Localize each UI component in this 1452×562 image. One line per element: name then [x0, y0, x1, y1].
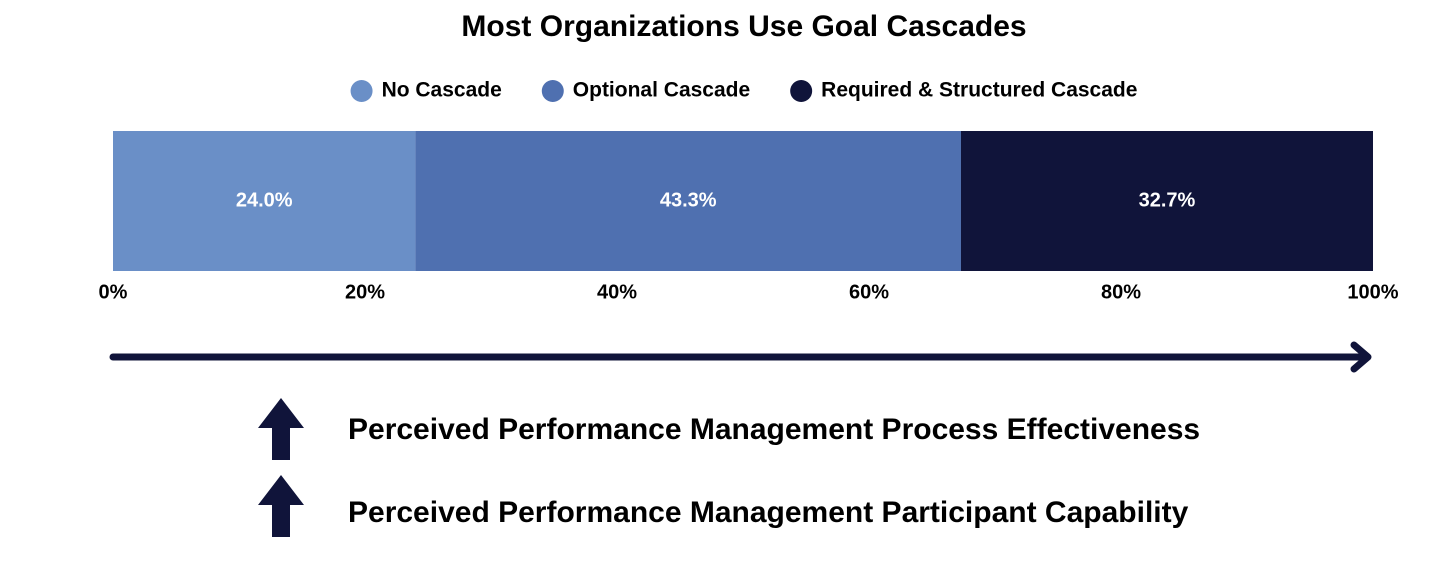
- legend-label: No Cascade: [382, 79, 502, 102]
- x-tick-label: 40%: [597, 281, 637, 303]
- bar-segment: [415, 131, 961, 271]
- legend-label: Optional Cascade: [573, 79, 750, 102]
- x-tick-label: 100%: [1347, 281, 1398, 303]
- legend-marker: [350, 80, 373, 102]
- bar-segment: [960, 131, 1373, 271]
- legend-marker: [790, 80, 813, 102]
- x-tick-label: 0%: [99, 281, 128, 303]
- x-tick-label: 60%: [849, 281, 889, 303]
- chart-title: Most Organizations Use Goal Cascades: [461, 10, 1026, 43]
- legend-marker: [541, 80, 564, 102]
- up-arrow: [258, 475, 304, 537]
- legend-label: Required & Structured Cascade: [821, 79, 1137, 102]
- value-label: 43.3%: [660, 189, 717, 211]
- annotation: Perceived Performance Management Process…: [348, 413, 1200, 446]
- x-tick-label: 20%: [345, 281, 385, 303]
- legend: No Cascade Optional Cascade Required & Str…: [350, 79, 1137, 102]
- bar-segment: [113, 131, 416, 271]
- value-label: 32.7%: [1139, 189, 1196, 211]
- value-label: 24.0%: [236, 189, 293, 211]
- annotation: Perceived Performance Management Partici…: [348, 496, 1189, 529]
- axis-arrow-head: [1350, 341, 1372, 373]
- x-tick-label: 80%: [1101, 281, 1141, 303]
- up-arrow: [258, 398, 304, 460]
